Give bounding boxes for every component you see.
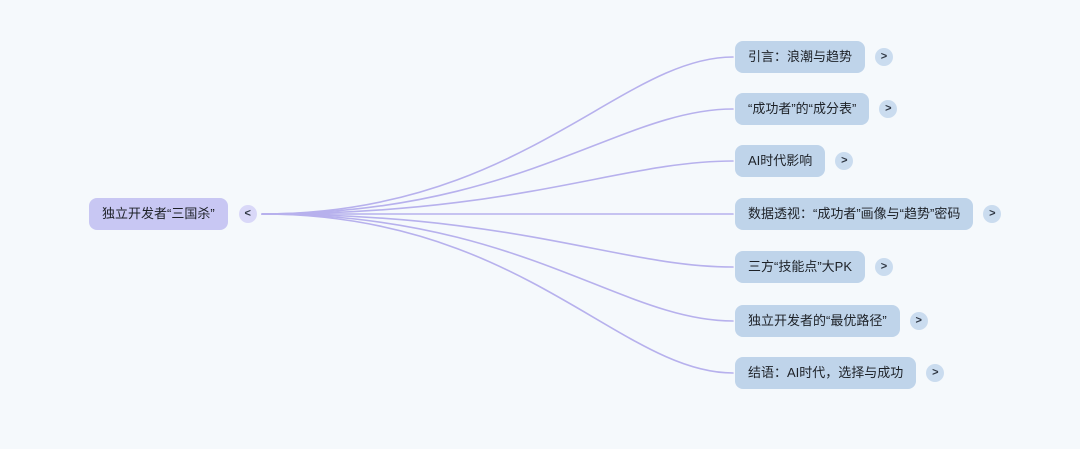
branch-curve-6 (261, 213, 734, 322)
branch-node-2[interactable]: “成功者”的“成分表” (735, 93, 870, 125)
branch-curve-3 (261, 160, 734, 215)
branch-node-label: 数据透视：“成功者”画像与“趋势”密码 (748, 206, 961, 221)
branch-curve-2 (261, 108, 734, 215)
branch-node-label: 引言：浪潮与趋势 (748, 49, 853, 64)
branch-node-label: AI时代影响 (748, 153, 813, 168)
branch-row: “成功者”的“成分表” > (735, 93, 898, 125)
branch-curve-7 (261, 213, 734, 374)
chevron-right-icon: > (932, 366, 939, 379)
root-collapse-button[interactable]: < (238, 205, 257, 223)
chevron-left-icon: < (244, 207, 251, 220)
branch-row: 独立开发者的“最优路径” > (735, 305, 928, 337)
root-node[interactable]: 独立开发者“三国杀” (89, 198, 228, 230)
branch-expand-button-6[interactable]: > (909, 312, 928, 330)
branch-node-5[interactable]: 三方“技能点”大PK (735, 251, 866, 283)
branch-node-7[interactable]: 结语：AI时代，选择与成功 (735, 357, 917, 389)
branch-expand-button-5[interactable]: > (875, 258, 894, 276)
chevron-right-icon: > (880, 50, 888, 63)
branch-node-label: 独立开发者的“最优路径” (748, 313, 887, 328)
branch-node-1[interactable]: 引言：浪潮与趋势 (735, 41, 866, 73)
branch-row: AI时代影响 > (735, 145, 854, 177)
branch-node-label: 三方“技能点”大PK (748, 259, 853, 274)
chevron-right-icon: > (841, 154, 848, 167)
branch-row: 数据透视：“成功者”画像与“趋势”密码 > (735, 198, 1002, 230)
branch-row: 结语：AI时代，选择与成功 > (735, 357, 945, 389)
branch-curve-1 (261, 56, 734, 215)
branch-row: 三方“技能点”大PK > (735, 251, 894, 283)
branch-expand-button-4[interactable]: > (983, 205, 1002, 223)
root-node-row: 独立开发者“三国杀” < (89, 198, 257, 230)
branch-node-3[interactable]: AI时代影响 (735, 145, 826, 177)
chevron-right-icon: > (885, 102, 892, 115)
branch-expand-button-3[interactable]: > (835, 152, 854, 170)
chevron-right-icon: > (989, 207, 996, 220)
branch-node-label: 结语：AI时代，选择与成功 (748, 365, 904, 380)
branch-node-6[interactable]: 独立开发者的“最优路径” (735, 305, 900, 337)
root-node-label: 独立开发者“三国杀” (102, 206, 215, 221)
branch-expand-button-7[interactable]: > (926, 364, 945, 382)
branch-node-4[interactable]: 数据透视：“成功者”画像与“趋势”密码 (735, 198, 974, 230)
branch-node-label: “成功者”的“成分表” (748, 101, 857, 116)
chevron-right-icon: > (880, 260, 888, 273)
branch-expand-button-1[interactable]: > (875, 48, 894, 66)
branch-curve-5 (261, 213, 734, 268)
branch-expand-button-2[interactable]: > (879, 100, 898, 118)
chevron-right-icon: > (915, 314, 922, 327)
branch-row: 引言：浪潮与趋势 > (735, 41, 894, 73)
